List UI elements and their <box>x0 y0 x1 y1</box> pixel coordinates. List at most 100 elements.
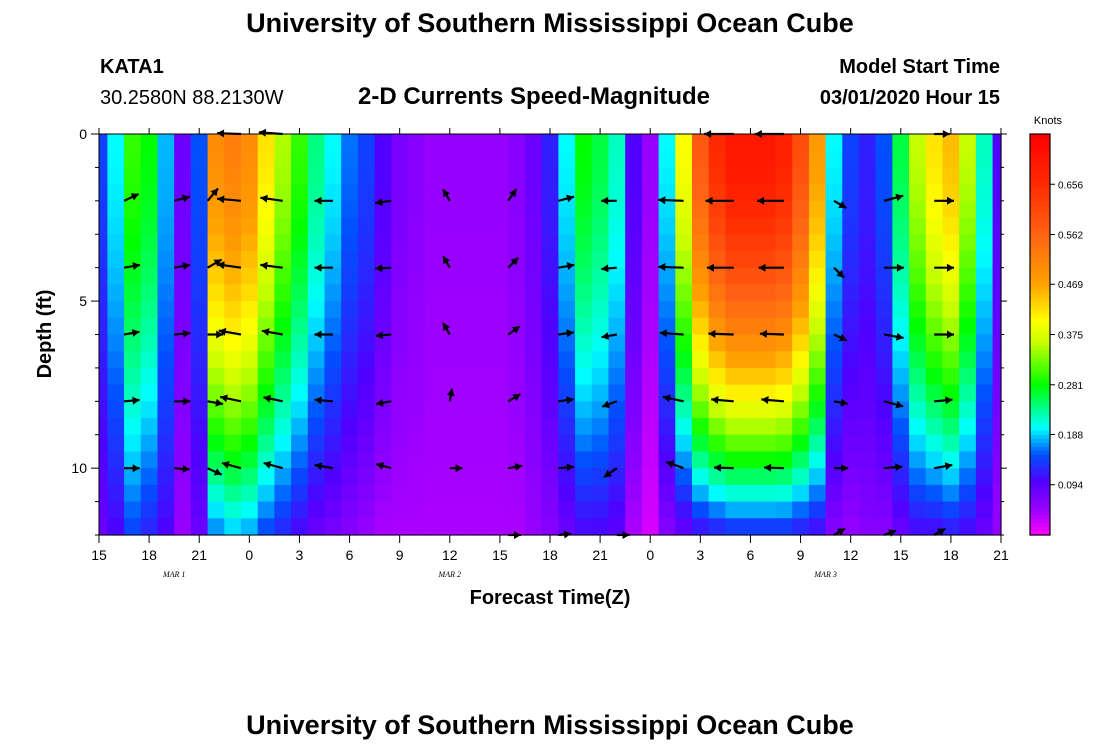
heatmap-cell <box>675 484 693 503</box>
heatmap-cell <box>692 150 710 168</box>
heatmap-cell <box>307 251 326 269</box>
heatmap-cell <box>474 418 493 436</box>
heatmap-cell <box>207 384 225 402</box>
current-vector <box>883 400 904 409</box>
heatmap-cell <box>274 301 292 319</box>
heatmap-cell <box>458 434 476 453</box>
heatmap-cell <box>441 501 459 519</box>
colorbar-segment <box>1030 450 1050 456</box>
heatmap-cell <box>558 367 576 386</box>
heatmap-cell <box>424 434 442 453</box>
title-top: University of Southern Mississippi Ocean… <box>246 8 854 38</box>
heatmap-cell <box>508 267 526 285</box>
heatmap-cell <box>391 367 409 386</box>
heatmap-cell <box>541 134 559 152</box>
heatmap-cell <box>508 468 526 486</box>
heatmap-cell <box>675 184 693 202</box>
heatmap-cell <box>675 384 693 402</box>
current-vector <box>314 196 333 205</box>
heatmap-cell <box>190 468 209 486</box>
heatmap-cell <box>207 401 225 419</box>
heatmap-cell <box>842 167 860 185</box>
heatmap-cell <box>992 284 1002 302</box>
heatmap-cell <box>291 418 309 436</box>
vector-head <box>837 528 845 536</box>
heatmap-cell <box>725 150 743 168</box>
heatmap-cell <box>842 267 860 285</box>
heatmap-cell <box>875 284 893 302</box>
heatmap-cell <box>474 484 493 503</box>
heatmap-cell <box>575 217 593 235</box>
heatmap-cell <box>307 217 326 235</box>
heatmap-cell <box>140 301 159 319</box>
heatmap-cell <box>140 418 159 436</box>
heatmap-cell <box>792 217 810 235</box>
heatmap-cell <box>725 418 743 436</box>
heatmap-cell <box>842 134 860 152</box>
heatmap-cell <box>291 284 309 302</box>
heatmap-cell <box>140 484 159 503</box>
vector-head <box>376 462 384 470</box>
heatmap-cell <box>675 518 693 536</box>
heatmap-cell <box>725 234 743 252</box>
heatmap-cell <box>892 501 910 519</box>
heatmap-cell <box>341 384 359 402</box>
heatmap-cell <box>341 251 359 269</box>
heatmap-cell <box>925 217 944 235</box>
x-tick-label: 6 <box>747 547 755 563</box>
heatmap-cell <box>575 284 593 302</box>
current-vector <box>217 261 242 270</box>
colorbar-segment <box>1030 522 1050 528</box>
colorbar-segment <box>1030 158 1050 163</box>
heatmap-cell <box>859 217 877 235</box>
heatmap-cell <box>975 468 994 486</box>
heatmap-cell <box>608 251 626 269</box>
heatmap-cell <box>591 334 610 352</box>
colorbar-tick-label: 0.562 <box>1058 231 1083 242</box>
heatmap-cell <box>324 468 342 486</box>
heatmap-cell <box>892 200 910 219</box>
heatmap-cell <box>842 234 860 252</box>
heatmap-cell <box>241 384 259 402</box>
heatmap-cell <box>558 284 576 302</box>
vector-head <box>758 263 766 272</box>
heatmap-cell <box>424 334 442 352</box>
current-vector <box>260 261 283 270</box>
colorbar-tick-label: 0.188 <box>1058 430 1083 441</box>
heatmap-cell <box>608 434 626 453</box>
heatmap-cell <box>324 484 342 503</box>
heatmap-cell <box>491 301 509 319</box>
heatmap-cell <box>541 334 559 352</box>
heatmap-cell <box>725 167 743 185</box>
heatmap-cell <box>424 200 442 219</box>
heatmap-cell <box>99 167 108 185</box>
heatmap-cell <box>424 518 442 536</box>
vector-head <box>132 464 140 473</box>
heatmap-cell <box>157 284 175 302</box>
heatmap-cell <box>909 150 927 168</box>
heatmap-cell <box>174 267 192 285</box>
colorbar-segment <box>1030 138 1050 143</box>
heatmap-cell <box>274 334 292 352</box>
heatmap-cell <box>274 351 292 369</box>
heatmap-cell <box>975 367 994 386</box>
heatmap-cell <box>758 518 777 536</box>
heatmap-cell <box>925 200 944 219</box>
heatmap-cell <box>608 200 626 219</box>
heatmap-cell <box>558 134 576 152</box>
heatmap-cell <box>107 184 125 202</box>
heatmap-cell <box>99 418 108 436</box>
heatmap-cell <box>257 301 275 319</box>
current-vector <box>764 463 784 472</box>
vector-head <box>566 463 574 472</box>
heatmap-cell <box>591 234 610 252</box>
heatmap-cell <box>775 251 793 269</box>
heatmap-cell <box>157 167 175 185</box>
heatmap-cell <box>458 200 476 219</box>
heatmap-cell <box>257 367 275 386</box>
vector-head <box>601 196 609 205</box>
colorbar-segment <box>1030 338 1050 344</box>
heatmap-cell <box>925 434 944 453</box>
heatmap-cell <box>942 401 960 419</box>
heatmap-cell <box>224 134 242 152</box>
